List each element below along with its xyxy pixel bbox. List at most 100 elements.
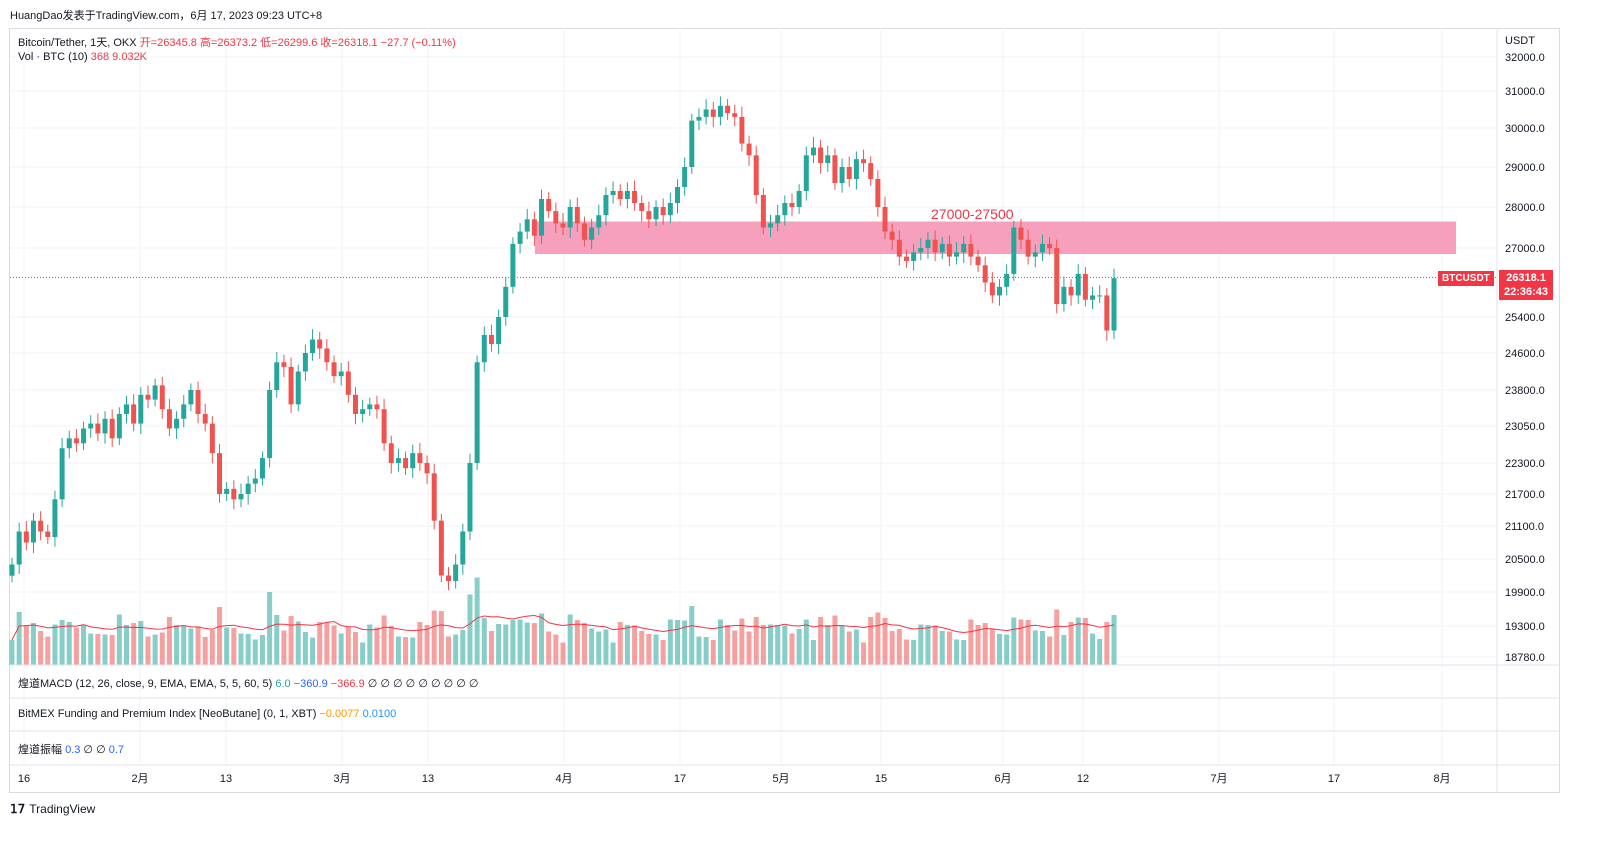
amp-value-2: ∅ [83,744,94,756]
candle-body [861,159,867,164]
candle-body [610,191,616,195]
candle-body [789,203,795,207]
candle-body [23,531,29,543]
volume-bar [73,627,79,665]
volume-bar [195,626,201,665]
time-tick-label: 8月 [1433,773,1450,785]
candle-body [775,215,781,224]
volume-bar [159,632,165,665]
volume-bar [674,620,680,665]
volume-bar [88,633,94,665]
candle-body [961,243,967,253]
volume-bar [16,612,22,665]
candle-body [596,215,602,228]
candle-body [653,207,659,220]
volume-bar [324,622,330,665]
volume-bar [166,617,172,665]
candle-body [768,223,774,228]
volume-bar [660,640,666,665]
bitmex-label: BitMEX Funding and Premium Index [NeoBut… [18,708,317,720]
candle-body [202,414,208,424]
bitmex-legend: BitMEX Funding and Premium Index [NeoBut… [18,708,396,720]
volume-bar [1004,634,1010,665]
macd-value-2: −360.9 [293,678,328,690]
candle-body [45,531,51,537]
candle-body [997,286,1003,296]
volume-bar [281,630,287,665]
price-tick-label: 29000.0 [1505,162,1545,174]
volume-bar [1097,639,1103,665]
candle-body [696,116,702,121]
candle-body [624,191,630,199]
price-tick-label: 28000.0 [1505,202,1545,214]
volume-bar [381,615,387,665]
volume-bar [903,639,909,665]
price-legend: Bitcoin/Tether, 1天, OKX 开=26345.8 高=2637… [18,34,456,50]
volume-bar [961,640,967,665]
candle-body [131,404,137,424]
volume-bar [839,626,845,665]
volume-bar [1032,630,1038,665]
candle-body [317,339,323,349]
volume-bar [259,635,265,665]
currency-label: USDT [1505,35,1535,47]
volume-bar [603,629,609,665]
volume-bar [131,623,137,665]
tradingview-icon: 𝟣𝟩 [10,802,26,816]
volume-bar [45,636,51,665]
volume-bar [725,625,731,665]
volume-bar [481,618,487,665]
price-tick-label: 32000.0 [1505,52,1545,64]
candle-body [889,231,895,240]
volume-bar [510,620,516,665]
volume-bar [653,634,659,665]
volume-bar [1018,619,1024,665]
price-tick-label: 21700.0 [1505,489,1545,501]
volume-bar [52,624,58,665]
tradingview-label: TradingView [29,802,96,816]
candle-body [102,418,108,434]
candle-body [925,239,931,248]
volume-bar [345,626,351,665]
time-tick-label: 13 [220,773,232,785]
candle-body [581,223,587,240]
volume-bar [417,622,423,665]
volume-bar [438,611,444,665]
volume-bar [152,634,158,665]
candle-body [825,155,831,164]
volume-bar [30,623,36,665]
price-tick-label: 18780.0 [1505,652,1545,664]
candle-body [446,575,452,581]
candle-body [467,463,473,532]
volume-bar [696,636,702,665]
candle-body [975,256,981,266]
candle-body [939,243,945,253]
volume-bar [424,625,430,665]
volume-bar [116,614,122,665]
volume-ma [11,614,1115,641]
amp-legend: 煌道振幅 0.3 ∅ ∅ 0.7 [18,741,124,757]
candle-body [760,195,766,228]
candle-body [1011,227,1017,274]
time-tick-label: 7月 [1210,773,1227,785]
amp-value-4: 0.7 [108,744,125,756]
candle-body [166,409,172,429]
candle-body [539,199,545,236]
tradingview-logo[interactable]: 𝟣𝟩 TradingView [10,802,95,816]
candle-body [245,483,251,494]
volume-bar [939,631,945,665]
volume-bar [295,621,301,665]
volume-ma-line [11,614,1115,641]
candle-body [16,531,22,565]
candle-body [30,520,36,543]
zone-layer [10,221,1497,278]
volume-bar [467,594,473,665]
candle-body [617,191,623,199]
volume-legend: Vol · BTC (10) 368 9.032K [18,51,147,63]
candle-body [73,438,79,444]
candle-body [374,404,380,410]
volume-bar [460,630,466,665]
candle-body [474,362,480,463]
symbol-label: Bitcoin/Tether, 1天, OKX [18,37,137,49]
